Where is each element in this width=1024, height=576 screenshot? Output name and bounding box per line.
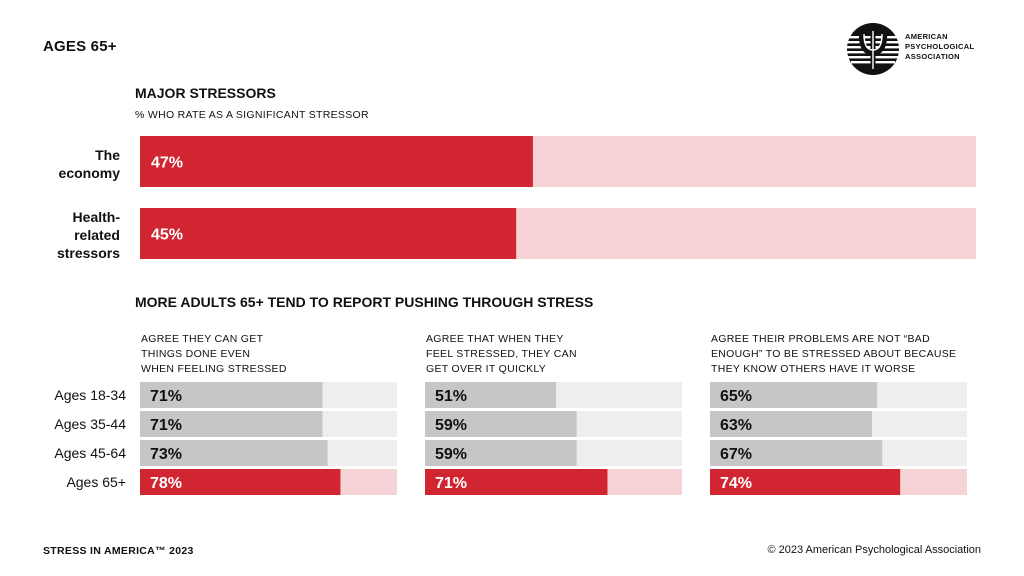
bar [710,411,872,437]
footer-publication: STRESS IN AMERICA™ 2023 [43,545,194,557]
bar [140,469,341,495]
age-label: Ages 45-64 [54,445,126,461]
data-label: 74% [720,475,752,492]
data-label: 65% [720,388,752,405]
data-label: 51% [435,388,467,405]
bar [140,411,323,437]
logo-line: ASSOCIATION [905,52,960,61]
bar [425,469,608,495]
data-label: 45% [151,227,183,244]
age-label: Ages 65+ [66,474,126,490]
bar [140,440,328,466]
data-label: 78% [150,475,182,492]
data-label: 47% [151,155,183,172]
bar [140,382,323,408]
bar [140,136,533,187]
bar [425,411,577,437]
bar [140,208,517,259]
panel-title-line: WHEN FEELING STRESSED [141,363,287,375]
bar [710,382,878,408]
logo-wordmark: AMERICAN PSYCHOLOGICAL ASSOCIATION [905,32,974,62]
data-label: 63% [720,417,752,434]
panel-title-line: THINGS DONE EVEN [141,348,251,360]
page-title: AGES 65+ [43,38,117,55]
panel-title-not-bad-enough: AGREE THEIR PROBLEMS ARE NOT “BAD ENOUGH… [711,332,971,377]
age-label: Ages 18-34 [54,387,126,403]
panel-title-line: AGREE THAT WHEN THEY [426,333,564,345]
bar [425,382,557,408]
footer-copyright: © 2023 American Psychological Associatio… [767,544,981,556]
panel-title-line: AGREE THEY CAN GET [141,333,264,345]
category-label-economy: The economy [59,146,120,182]
bar [425,440,577,466]
data-label: 59% [435,417,467,434]
category-label-health: Health- related stressors [57,208,120,262]
panel-title-get-things-done: AGREE THEY CAN GET THINGS DONE EVEN WHEN… [141,332,401,377]
major-stressors-title: MAJOR STRESSORS [135,85,276,101]
logo-line: PSYCHOLOGICAL [905,42,975,51]
category-label-line: stressors [56,245,120,261]
category-label-line: Health- [72,209,120,225]
data-label: 71% [150,417,182,434]
pushing-through-stress-title: MORE ADULTS 65+ TEND TO REPORT PUSHING T… [135,294,594,310]
category-label-line: related [74,227,120,243]
bar [710,469,901,495]
panel-title-get-over-it: AGREE THAT WHEN THEY FEEL STRESSED, THEY… [426,332,686,377]
data-label: 71% [150,388,182,405]
data-label: 67% [720,446,752,463]
apa-logo: AMERICAN PSYCHOLOGICAL ASSOCIATION [846,22,986,76]
panel-title-line: THEY KNOW OTHERS HAVE IT WORSE [711,363,916,375]
bar [710,440,883,466]
category-label-line: The [95,147,120,163]
logo-line: AMERICAN [905,32,948,41]
psi-logo-icon [847,23,899,75]
age-label: Ages 35-44 [54,416,126,432]
panel-title-line: GET OVER IT QUICKLY [426,363,547,375]
panel-title-line: AGREE THEIR PROBLEMS ARE NOT “BAD [711,333,930,345]
pushing-through-stress-chart: 71% 71% 73% 78% 51% 59% 59% 71% 65% 63% 67% 74% [140,382,967,495]
category-label-line: economy [58,165,120,181]
panel-title-line: FEEL STRESSED, THEY CAN [426,348,577,360]
major-stressors-chart: 47% 45% [140,136,976,259]
data-label: 59% [435,446,467,463]
data-label: 73% [150,446,182,463]
major-stressors-subtitle: % WHO RATE AS A SIGNIFICANT STRESSOR [135,109,369,121]
data-label: 71% [435,475,467,492]
panel-title-line: ENOUGH” TO BE STRESSED ABOUT BECAUSE [711,348,957,360]
